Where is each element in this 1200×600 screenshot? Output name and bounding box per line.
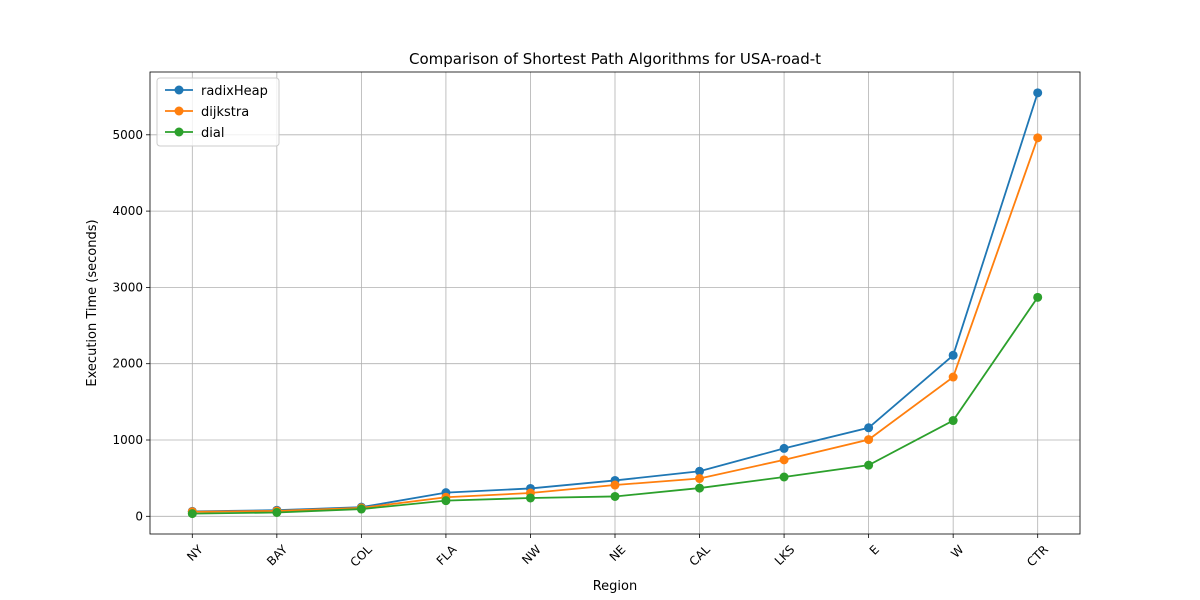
legend-label-dial: dial	[201, 126, 224, 141]
y-tick-label: 5000	[112, 128, 143, 142]
data-point-dial	[272, 507, 282, 517]
data-point-dijkstra	[948, 372, 958, 382]
legend-marker-dial	[174, 127, 184, 137]
data-point-dial	[779, 472, 789, 482]
x-tick-label: NY	[184, 542, 206, 564]
legend-box	[156, 77, 280, 147]
data-point-dijkstra	[695, 474, 705, 484]
series-lines	[187, 88, 1043, 519]
y-axis-ticks: 0 1000 2000 3000 4000 5000	[112, 128, 150, 523]
data-point-dijkstra	[779, 455, 789, 465]
x-tick-label: E	[867, 542, 882, 557]
x-tick-label: FLA	[434, 542, 460, 568]
legend: radixHeap dijkstra dial	[156, 77, 280, 147]
x-tick-label: COL	[347, 542, 374, 569]
x-tick-label: NE	[607, 542, 629, 564]
data-point-dial	[864, 460, 874, 470]
y-tick-label: 3000	[112, 280, 143, 294]
legend-marker-radixHeap	[174, 85, 184, 95]
x-tick-label: BAY	[264, 542, 291, 569]
data-point-dial	[441, 496, 451, 506]
y-tick-label: 4000	[112, 204, 143, 218]
x-tick-label: CTR	[1024, 542, 1051, 569]
y-tick-label: 1000	[112, 433, 143, 447]
x-tick-label: W	[948, 542, 966, 560]
data-point-dial	[525, 493, 535, 503]
data-point-dial	[695, 483, 705, 493]
y-axis-label: Execution Time (seconds)	[85, 219, 100, 386]
y-tick-label: 0	[135, 509, 143, 523]
x-tick-label: NW	[519, 542, 544, 567]
x-tick-label: CAL	[687, 542, 714, 569]
chart-title: Comparison of Shortest Path Algorithms f…	[409, 50, 821, 68]
data-point-dijkstra	[864, 435, 874, 445]
legend-label-dijkstra: dijkstra	[201, 105, 249, 120]
legend-marker-dijkstra	[174, 106, 184, 116]
data-point-radixHeap	[779, 443, 789, 453]
data-point-radixHeap	[695, 466, 705, 476]
data-point-radixHeap	[1033, 88, 1043, 98]
legend-label-radixHeap: radixHeap	[201, 84, 268, 99]
x-tick-label: LKS	[772, 542, 798, 568]
data-point-dial	[948, 416, 958, 426]
data-point-dial	[187, 509, 197, 519]
data-point-radixHeap	[948, 350, 958, 360]
data-point-dial	[356, 504, 366, 514]
data-point-dial	[1033, 292, 1043, 302]
data-point-dijkstra	[610, 480, 620, 490]
data-point-dijkstra	[1033, 133, 1043, 143]
y-tick-label: 2000	[112, 357, 143, 371]
data-point-dial	[610, 491, 620, 501]
data-point-radixHeap	[864, 423, 874, 433]
x-axis-label: Region	[593, 579, 638, 594]
grid-lines	[150, 72, 1080, 534]
x-axis-ticks: NY BAY COL FLA NW NE CAL LKS E W CTR	[184, 534, 1051, 570]
